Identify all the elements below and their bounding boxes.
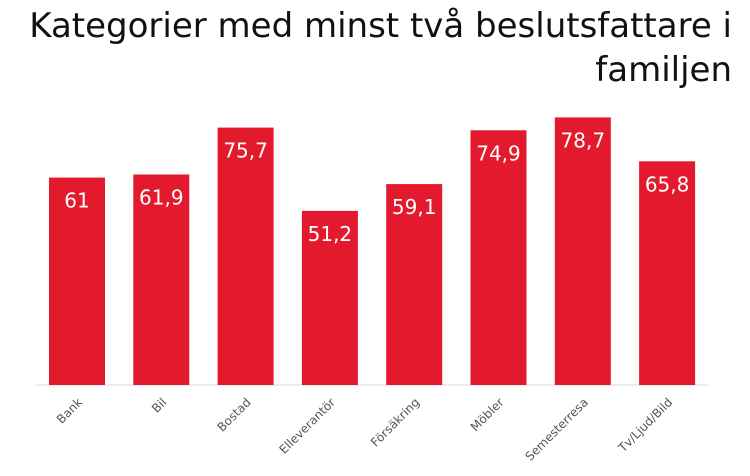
bar-bank — [49, 177, 105, 385]
data-label: 59,1 — [392, 195, 437, 219]
x-tick-label: Bil — [149, 395, 169, 415]
data-label: 61,9 — [139, 186, 184, 210]
data-label: 75,7 — [223, 139, 268, 163]
bar-f-rs-kring — [386, 184, 443, 385]
x-tick-label: Möbler — [468, 395, 507, 434]
data-label: 78,7 — [561, 128, 606, 152]
data-label: 61 — [64, 189, 89, 213]
x-tick-label: Bank — [54, 395, 85, 426]
bar-bil — [133, 174, 190, 385]
data-label: 74,9 — [476, 141, 521, 165]
chart-title: Kategorier med minst två beslutsfattare … — [29, 6, 732, 90]
data-label: 65,8 — [645, 172, 690, 196]
x-tick-label: Elleverantör — [277, 395, 339, 457]
bar-semesterresa — [554, 117, 611, 386]
x-tick-label: Semesterresa — [522, 395, 590, 463]
bar-bostad — [217, 127, 274, 385]
bar-tv-ljud-bild — [639, 161, 696, 385]
x-tick-label: Bostad — [214, 395, 253, 434]
bar-elleverant-r — [301, 210, 358, 385]
bar-m-bler — [470, 130, 527, 385]
x-tick-label: Försäkring — [368, 395, 422, 449]
x-tick-label: Tv/Ljud/Bild — [615, 395, 675, 455]
data-label: 51,2 — [308, 222, 353, 246]
